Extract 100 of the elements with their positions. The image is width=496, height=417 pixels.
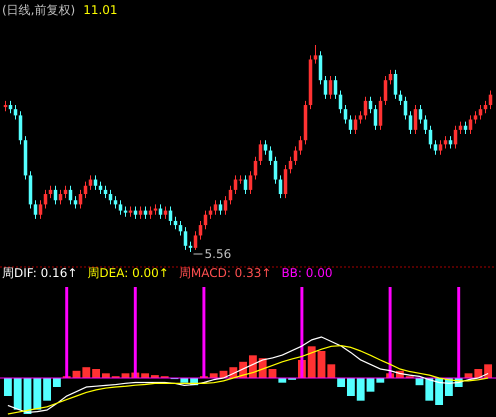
candlestick	[248, 170, 252, 195]
candlestick	[338, 90, 342, 114]
candlestick	[58, 189, 62, 205]
candlestick	[134, 206, 138, 220]
bar	[337, 378, 346, 387]
candlestick	[264, 140, 268, 156]
text: 周DIF: 0.16↑	[2, 266, 78, 280]
candlestick	[488, 90, 492, 110]
candlestick	[478, 104, 482, 120]
candlestick	[428, 125, 432, 149]
candlestick	[358, 110, 362, 124]
text: 周MACD: 0.33↑	[178, 266, 272, 280]
candlestick	[484, 100, 488, 114]
candlestick	[208, 206, 212, 220]
candlestick	[384, 76, 388, 106]
candlestick	[368, 96, 372, 114]
candlestick	[68, 185, 72, 205]
candlestick	[114, 196, 118, 210]
candlestick	[164, 206, 168, 220]
candlestick	[38, 200, 42, 220]
candlestick	[344, 104, 348, 124]
candlestick	[168, 206, 172, 226]
candlestick	[8, 100, 12, 114]
candlestick	[94, 174, 98, 190]
candlestick	[394, 69, 398, 100]
candlestick	[154, 204, 158, 216]
candlestick	[244, 174, 248, 195]
candlestick	[268, 146, 272, 166]
candlestick	[254, 156, 258, 180]
candlestick	[198, 220, 202, 240]
candlestick	[458, 121, 462, 135]
candlestick	[364, 96, 368, 120]
candlestick	[354, 114, 358, 135]
bar	[435, 378, 444, 405]
candlestick	[454, 125, 458, 149]
candlestick	[328, 76, 332, 100]
candlestick	[124, 206, 128, 218]
candlestick	[64, 185, 68, 199]
candlestick	[148, 206, 152, 220]
candlestick	[84, 181, 88, 199]
candlestick	[74, 196, 78, 210]
bar	[484, 364, 492, 378]
candlestick	[88, 174, 92, 190]
candlestick	[174, 216, 178, 230]
candlestick	[44, 189, 48, 210]
candlestick	[474, 110, 478, 124]
bar	[82, 367, 90, 378]
candlestick	[468, 114, 472, 135]
bar	[43, 378, 52, 401]
bar	[346, 378, 355, 396]
candlestick	[314, 44, 318, 64]
bar	[4, 378, 12, 396]
candlestick	[278, 174, 282, 199]
candlestick	[14, 104, 18, 120]
candlestick	[438, 140, 442, 156]
candlestick	[298, 136, 302, 156]
candlestick	[348, 114, 352, 135]
chart-title: (日线,前复权)	[2, 3, 76, 17]
text: 周DEA: 0.00↑	[87, 266, 169, 280]
candlestick	[218, 200, 222, 216]
bar	[356, 378, 365, 401]
candlestick	[464, 121, 468, 135]
candlestick	[4, 100, 8, 112]
candlestick	[104, 185, 108, 199]
bar	[24, 378, 32, 414]
candlestick	[108, 189, 112, 205]
bar	[366, 378, 374, 392]
candlestick	[128, 206, 132, 218]
bar	[92, 369, 100, 378]
candlestick	[274, 156, 278, 184]
candlestick	[444, 136, 448, 149]
bar	[52, 378, 61, 387]
candlestick	[214, 200, 218, 216]
candlestick	[194, 230, 198, 250]
candlestick	[258, 140, 262, 166]
candlestick	[118, 200, 122, 216]
candlestick	[448, 136, 452, 149]
candlestick	[374, 104, 378, 130]
bar	[268, 369, 276, 378]
bar	[14, 378, 22, 410]
candlestick	[424, 114, 428, 135]
candlestick	[334, 76, 338, 100]
candlestick	[418, 104, 422, 124]
candlestick	[34, 200, 38, 220]
candlestick	[48, 185, 52, 199]
candlestick	[188, 241, 192, 252]
candlestick	[78, 189, 82, 210]
bar	[318, 351, 326, 378]
candlestick	[398, 90, 402, 106]
series-label: BB: 0.00	[281, 266, 332, 280]
candlestick	[294, 146, 298, 166]
annotation: 5.56	[204, 247, 232, 261]
bar	[72, 370, 80, 378]
candlestick	[204, 210, 208, 230]
candlestick	[144, 206, 148, 220]
candlestick	[324, 76, 328, 100]
candlestick	[408, 110, 412, 135]
bar	[327, 364, 336, 378]
candlestick	[54, 185, 58, 205]
candlestick	[434, 140, 438, 156]
